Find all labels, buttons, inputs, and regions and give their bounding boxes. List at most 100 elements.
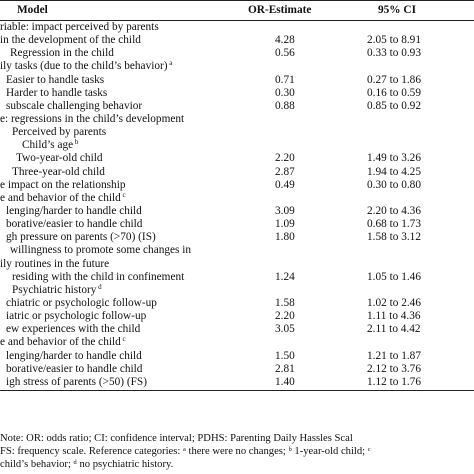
table-note: Note: OR: odds ratio; CI: confidence int… [0, 432, 474, 471]
row-95-ci: 1.02 to 2.46 [367, 296, 421, 309]
table-row: igh stress of parents (>50) (FS) 1.40 1.12… [0, 376, 474, 389]
row-label: ily routines in the future [0, 257, 110, 270]
header-or-estimate: OR-Estimate [248, 4, 312, 16]
table-row: chiatric or psychologic follow-up 1.58 1.0… [0, 297, 474, 310]
table-row: ew experiences with the child 3.05 2.11 to… [0, 323, 474, 336]
table-row: ily routines in the future [0, 258, 474, 271]
note-line-2: FS: frequency scale. Reference categorie… [0, 446, 371, 457]
row-95-ci: 1.11 to 4.36 [367, 310, 421, 323]
table-row: lenging/harder to handle child 3.09 2.20 t… [0, 205, 474, 218]
table-row: Two-year-old child 2.20 1.49 to 3.26 [0, 152, 474, 165]
row-label: Regression in the child [10, 47, 114, 60]
row-label: Child’s age b [22, 138, 79, 152]
row-label: Perceived by parents [12, 126, 107, 139]
row-95-ci: 2.20 to 4.36 [367, 204, 421, 217]
header-95-ci: 95% CI [378, 4, 416, 16]
note-line-3: child’s behavior; ᵈ no psychiatric histo… [0, 459, 174, 470]
table-row: e impact on the relationship 0.49 0.30 to … [0, 179, 474, 192]
footnote-marker: b [73, 138, 79, 147]
row-95-ci: 0.68 to 1.73 [367, 218, 421, 231]
row-or-estimate: 1.24 [275, 270, 295, 283]
table-row: borative/easier to handle child 1.09 0.68 … [0, 218, 474, 231]
table-row: e and behavior of the child c [0, 190, 474, 205]
row-95-ci: 0.33 to 0.93 [367, 47, 421, 60]
row-label: borative/easier to handle child [6, 218, 143, 231]
table-row: Harder to handle tasks 0.30 0.16 to 0.59 [0, 87, 474, 100]
table-row: iatric or psychologic follow-up 2.20 1.11 … [0, 310, 474, 323]
row-label: gh pressure on parents (>70) (IS) [6, 231, 156, 244]
row-or-estimate: 2.20 [275, 152, 295, 165]
row-95-ci: 2.11 to 4.42 [367, 323, 421, 336]
footnote-marker: a [167, 59, 173, 68]
row-label: chiatric or psychologic follow-up [6, 296, 157, 309]
table-row: in the development of the child 4.28 2.05 … [0, 34, 474, 47]
row-95-ci: 1.58 to 3.12 [367, 231, 421, 244]
table-row: Three-year-old child 2.87 1.94 to 4.25 [0, 166, 474, 179]
row-or-estimate: 0.88 [275, 99, 295, 112]
table-row: Easier to handle tasks 0.71 0.27 to 1.86 [0, 74, 474, 87]
row-95-ci: 1.94 to 4.25 [367, 165, 421, 178]
row-or-estimate: 2.81 [275, 362, 295, 375]
row-or-estimate: 3.09 [275, 204, 295, 217]
table-row: willingness to promote some changes in [0, 244, 474, 257]
row-95-ci: 2.05 to 8.91 [367, 34, 421, 47]
table-row: lenging/harder to handle child 1.50 1.21 t… [0, 350, 474, 363]
table-row: borative/easier to handle child 2.81 2.12 … [0, 363, 474, 376]
row-95-ci: 0.16 to 0.59 [367, 86, 421, 99]
row-95-ci: 0.30 to 0.80 [367, 178, 421, 191]
row-label: igh stress of parents (>50) (FS) [6, 375, 147, 388]
row-label: borative/easier to handle child [6, 362, 143, 375]
table-row: Perceived by parents [0, 126, 474, 139]
row-95-ci: 1.05 to 1.46 [367, 270, 421, 283]
row-or-estimate: 1.80 [275, 231, 295, 244]
row-label: Psychiatric history d [12, 282, 102, 296]
row-95-ci: 0.85 to 0.92 [367, 99, 421, 112]
header-model: Model [17, 4, 48, 16]
table-row: subscale challenging behavior 0.88 0.85 to… [0, 100, 474, 113]
row-or-estimate: 1.50 [275, 349, 295, 362]
table-row: riable: impact perceived by parents [0, 21, 474, 34]
row-label: willingness to promote some changes in [10, 244, 192, 257]
row-or-estimate: 0.49 [275, 178, 295, 191]
table-bottom-rule [0, 389, 474, 391]
table-row: Regression in the child 0.56 0.33 to 0.93 [0, 47, 474, 60]
row-label: e and behavior of the child c [0, 335, 126, 349]
footnote-marker: c [120, 190, 126, 199]
row-or-estimate: 1.58 [275, 296, 295, 309]
table-row: ily tasks (due to the child’s behavior) … [0, 60, 474, 73]
row-95-ci: 0.27 to 1.86 [367, 73, 421, 86]
row-label: in the development of the child [0, 34, 141, 47]
row-label: Three-year-old child [12, 165, 105, 178]
results-table: Model OR-Estimate 95% CI riable: impact … [0, 0, 474, 391]
row-or-estimate: 0.71 [275, 73, 295, 86]
row-label: subscale challenging behavior [6, 99, 143, 112]
row-or-estimate: 3.05 [275, 323, 295, 336]
row-label: lenging/harder to handle child [6, 204, 142, 217]
row-label: ily tasks (due to the child’s behavior) … [0, 59, 173, 73]
row-label: Two-year-old child [16, 152, 103, 165]
row-label: Harder to handle tasks [6, 86, 108, 99]
table-row: e: regressions in the child’s developmen… [0, 113, 474, 126]
row-label: e: regressions in the child’s developmen… [0, 112, 185, 125]
table-row: residing with the child in confinement 1.… [0, 271, 474, 284]
row-or-estimate: 1.09 [275, 218, 295, 231]
row-95-ci: 1.12 to 1.76 [367, 375, 421, 388]
footnote-marker: d [96, 282, 102, 291]
row-95-ci: 2.12 to 3.76 [367, 362, 421, 375]
row-label: Easier to handle tasks [6, 73, 105, 86]
row-or-estimate: 0.56 [275, 47, 295, 60]
row-or-estimate: 2.20 [275, 310, 295, 323]
row-or-estimate: 0.30 [275, 86, 295, 99]
table-header: Model OR-Estimate 95% CI [0, 0, 474, 21]
row-label: lenging/harder to handle child [6, 349, 142, 362]
note-line-1: Note: OR: odds ratio; CI: confidence int… [0, 433, 353, 444]
row-95-ci: 1.49 to 3.26 [367, 152, 421, 165]
row-label: riable: impact perceived by parents [0, 21, 159, 33]
row-label: iatric or psychologic follow-up [6, 310, 147, 323]
table-row: gh pressure on parents (>70) (IS) 1.80 1.5… [0, 231, 474, 244]
table-row: Child’s age b [0, 139, 474, 152]
row-or-estimate: 2.87 [275, 165, 295, 178]
row-label: residing with the child in confinement [12, 270, 185, 283]
table-row: e and behavior of the child c [0, 336, 474, 349]
row-or-estimate: 4.28 [275, 34, 295, 47]
